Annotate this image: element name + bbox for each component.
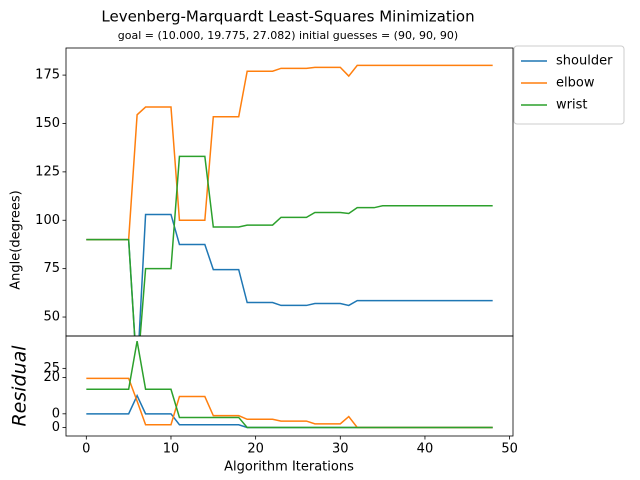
y-axis-label: Angle(degrees) <box>9 190 24 289</box>
y-tick-label: 75 <box>43 261 60 276</box>
series-line <box>86 64 493 241</box>
y-tick-label: 25 <box>43 361 60 376</box>
y-tick-label: 0 <box>52 420 60 435</box>
series-line <box>86 340 493 429</box>
legend-label: wrist <box>556 98 587 113</box>
x-tick-label: 20 <box>247 442 264 457</box>
y-tick-label: 100 <box>35 213 60 228</box>
x-tick-label: 30 <box>332 442 349 457</box>
chart-title: Levenberg-Marquardt Least-Squares Minimi… <box>101 8 474 26</box>
x-tick-label: 0 <box>82 442 90 457</box>
legend-label: elbow <box>556 76 595 91</box>
axes-frame <box>65 47 514 337</box>
axes-frame <box>65 335 514 437</box>
x-tick-label: 10 <box>163 442 180 457</box>
y-tick-label: 0 <box>52 406 60 421</box>
series-line <box>86 393 493 429</box>
x-tick-label: 40 <box>417 442 434 457</box>
x-axis-label: Algorithm Iterations <box>224 460 354 475</box>
x-tick-label: 50 <box>501 442 518 457</box>
y-tick-label: 20 <box>43 370 60 385</box>
legend-label: shoulder <box>556 54 613 69</box>
y-tick-label: 125 <box>35 164 60 179</box>
series-line <box>86 377 493 429</box>
y-tick-label: 150 <box>35 116 60 131</box>
y-tick-label: 175 <box>35 68 60 83</box>
series-line <box>86 213 493 336</box>
y-axis-label: Residual <box>9 345 31 427</box>
y-tick-label: 50 <box>43 310 60 325</box>
chart-subtitle: goal = (10.000, 19.775, 27.082) initial … <box>118 29 458 42</box>
series-line <box>86 155 493 336</box>
